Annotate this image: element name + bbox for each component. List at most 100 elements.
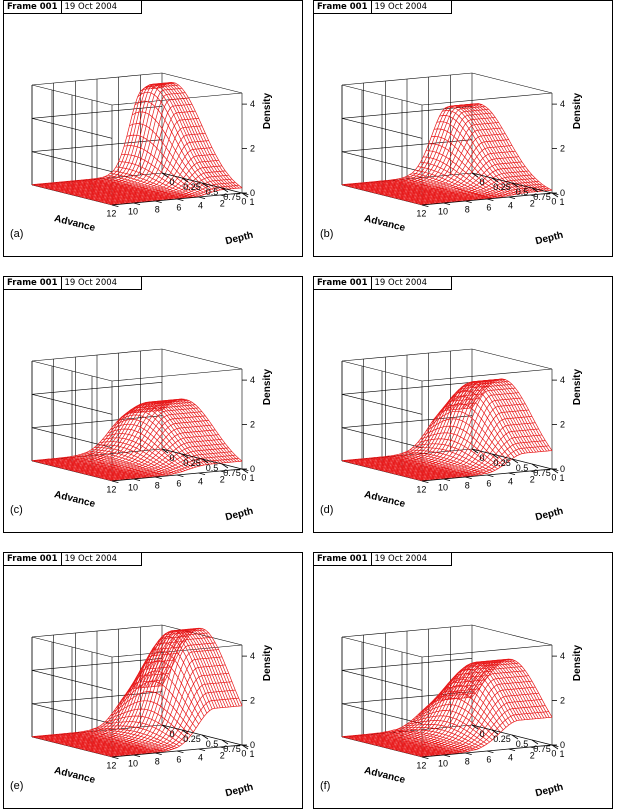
advance-tick-label: 4 [198, 477, 203, 487]
surface-mesh-line [379, 732, 460, 754]
surface-mesh-line [140, 85, 221, 191]
surface-mesh-line [379, 180, 460, 202]
surface-mesh-line [450, 660, 531, 720]
density-tick-label: 4 [560, 375, 565, 385]
surface-mesh-line [91, 449, 172, 475]
surface-mesh-line [425, 418, 507, 464]
surface-mesh-line [352, 459, 433, 480]
surface-mesh-line [121, 406, 202, 466]
back-wall-gridline [31, 139, 163, 152]
advance-tick [421, 756, 429, 759]
density-axis-label: Density [572, 369, 583, 406]
surface-mesh-line [421, 716, 553, 757]
depth-tick-label: 0 [479, 453, 484, 463]
frame-label: Frame 001 [4, 277, 62, 290]
surface-mesh-line [439, 385, 520, 455]
back-wall-gridline [31, 448, 163, 462]
surface-mesh-line [113, 170, 194, 198]
advance-tick-label: 6 [176, 479, 181, 489]
base-frame [421, 379, 559, 483]
advance-tick [530, 746, 537, 749]
frame-label: Frame 001 [4, 553, 62, 566]
advance-tick-label: 0 [551, 473, 556, 483]
depth-tick [471, 448, 479, 454]
side-wall-gridline [341, 460, 423, 482]
surface-mesh-line [404, 176, 485, 200]
depth-tick [241, 744, 249, 750]
advance-tick [465, 752, 472, 755]
base-frame [111, 103, 249, 207]
depth-axis-label: Depth [224, 782, 254, 800]
density-tick-label: 0 [560, 740, 565, 750]
surface-mesh-line [45, 458, 126, 480]
advance-tick [133, 478, 141, 481]
panel-label: (a) [10, 228, 23, 240]
surface-mesh-line [412, 447, 493, 472]
surface-mesh-line [83, 452, 164, 476]
side-wall-gridline [31, 151, 113, 172]
surface-mesh-line [107, 708, 189, 740]
advance-tick-label: 4 [508, 753, 513, 763]
depth-tick [201, 182, 209, 188]
advance-tick [198, 472, 206, 475]
surface-mesh-line [442, 110, 523, 194]
surface-mesh-line [355, 458, 436, 480]
depth-tick-label: 0.5 [516, 739, 529, 749]
surface-mesh-line [77, 731, 159, 753]
density-surface [341, 378, 553, 481]
surface-mesh-line [431, 403, 512, 460]
advance-tick [486, 198, 494, 201]
advance-tick-label: 10 [128, 483, 138, 493]
frame-date: 19 Oct 2004 [371, 553, 453, 566]
depth-tick-label: 0.25 [183, 182, 201, 192]
advance-tick-label: 8 [155, 481, 160, 491]
surface-mesh-line [156, 82, 237, 189]
surface-mesh-line [404, 452, 485, 475]
frame-label: Frame 001 [314, 553, 372, 566]
density-tick-label: 0 [250, 464, 255, 474]
surface-mesh-line [374, 181, 455, 202]
depth-tick [491, 453, 499, 459]
advance-axis-label: Advance [53, 489, 97, 510]
surface-mesh-line [64, 733, 145, 754]
surface-mesh-line [369, 457, 450, 479]
surface-mesh-line [447, 380, 528, 454]
surface-mesh-line [345, 402, 476, 462]
surface-mesh-line [105, 176, 186, 199]
advance-tick-label: 12 [416, 761, 426, 771]
surface-mesh-line [471, 658, 553, 718]
surface-mesh-line [469, 103, 550, 191]
surface-mesh-line [118, 410, 199, 467]
surface-mesh-line [59, 181, 140, 203]
surface-mesh-line [86, 452, 167, 476]
surface-mesh-line [396, 178, 477, 200]
advance-tick [133, 754, 141, 757]
density-surface [31, 627, 243, 757]
surface-mesh-line [31, 184, 113, 205]
surface-mesh-line [118, 161, 199, 197]
surface-plot: 12 10 8 6 4 2 0 10.750.50.250024AdvanceDepthDen… [320, 624, 583, 799]
surface-mesh-line [401, 726, 482, 748]
surface-mesh-line [61, 181, 142, 203]
surface-mesh-line [444, 661, 526, 720]
surface-mesh-line [450, 105, 531, 193]
side-wall-gridline [341, 184, 423, 206]
surface-mesh-line [350, 735, 431, 757]
density-surface [341, 103, 553, 205]
advance-tick-label: 0 [241, 197, 246, 207]
surface-mesh-line [428, 410, 509, 462]
surface-mesh-line [50, 458, 132, 480]
surface-mesh-line [385, 180, 466, 201]
surface-mesh-line [121, 660, 202, 721]
panel-label: (d) [320, 504, 333, 516]
density-tick-label: 4 [560, 651, 565, 661]
surface-mesh-line [390, 730, 471, 752]
surface-panel: Frame 001 19 Oct 2004 12 10 8 6 4 2 0 1 0.75 0.5 0.2… [313, 276, 613, 533]
advance-tick [421, 204, 429, 207]
depth-tick [181, 453, 189, 459]
surface-mesh-line [72, 732, 153, 754]
surface-mesh-line [34, 183, 115, 205]
surface-mesh-line [102, 721, 183, 745]
surface-mesh-line [355, 182, 436, 204]
surface-mesh-line [121, 154, 202, 196]
